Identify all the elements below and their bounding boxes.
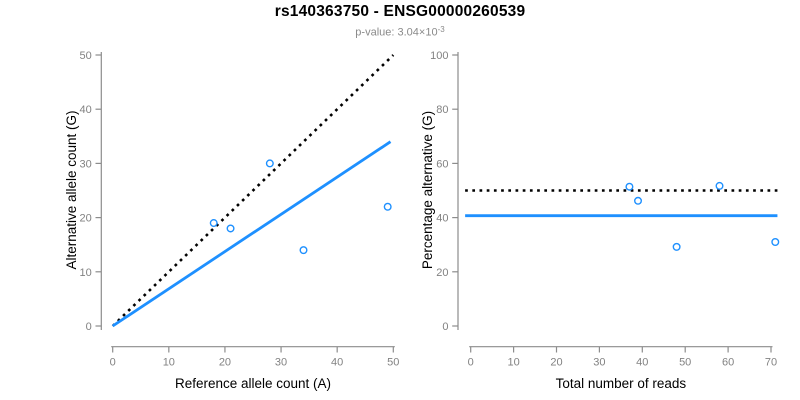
percentage-scatter: 0 10 20 30 40 50 60 70 0 20 40 60 80 100 Total number …: [420, 50, 780, 391]
x-tick-label: 50: [679, 357, 691, 369]
data-point: [672, 242, 681, 251]
x-tick-label: 70: [765, 357, 777, 369]
data-point: [209, 219, 218, 228]
pvalue-exponent: -3: [437, 25, 445, 34]
data-point: [634, 196, 643, 205]
y-axis-title: Alternative allele count (G): [64, 110, 79, 269]
y-tick-label: 40: [436, 213, 448, 225]
y-tick-label: 40: [80, 104, 92, 116]
y-tick-label: 20: [80, 213, 92, 225]
data-point: [299, 246, 308, 255]
x-axis-title: Reference allele count (A): [175, 376, 331, 391]
y-tick-label: 100: [430, 50, 448, 62]
identity-line: [111, 54, 395, 327]
y-tick-label: 20: [436, 267, 448, 279]
x-tick-label: 40: [636, 357, 648, 369]
fit-line: [111, 140, 392, 328]
data-point: [771, 237, 780, 246]
x-tick-label: 0: [110, 357, 116, 369]
pvalue-text: p-value: 3.04×10: [355, 26, 438, 39]
x-tick-label: 10: [507, 357, 519, 369]
data-point: [625, 182, 634, 191]
x-tick-label: 60: [722, 357, 734, 369]
x-tick-label: 30: [275, 357, 287, 369]
figure-subtitle: p-value: 3.04×10-3: [0, 24, 800, 39]
x-tick-label: 40: [331, 357, 343, 369]
data-point: [383, 202, 392, 211]
y-tick-label: 0: [86, 321, 92, 333]
x-tick-label: 30: [593, 357, 605, 369]
y-tick-label: 10: [80, 267, 92, 279]
data-point: [226, 224, 235, 233]
data-point: [715, 181, 724, 190]
x-tick-label: 0: [468, 357, 474, 369]
allele-count-scatter: 0 10 20 30 40 50 0 10 20 30 40 50 Reference allele c…: [64, 50, 399, 391]
x-tick-label: 20: [550, 357, 562, 369]
x-axis-title: Total number of reads: [556, 376, 687, 391]
y-axis-title: Percentage alternative (G): [420, 111, 435, 269]
y-tick-label: 0: [442, 321, 448, 333]
y-tick-label: 80: [436, 104, 448, 116]
figure-title: rs140363750 - ENSG00000260539: [274, 3, 526, 20]
x-tick-label: 10: [163, 357, 175, 369]
data-point: [265, 159, 274, 168]
y-tick-label: 60: [436, 158, 448, 170]
y-tick-label: 30: [80, 158, 92, 170]
x-tick-label: 20: [219, 357, 231, 369]
y-tick-label: 50: [80, 50, 92, 62]
x-tick-label: 50: [387, 357, 399, 369]
